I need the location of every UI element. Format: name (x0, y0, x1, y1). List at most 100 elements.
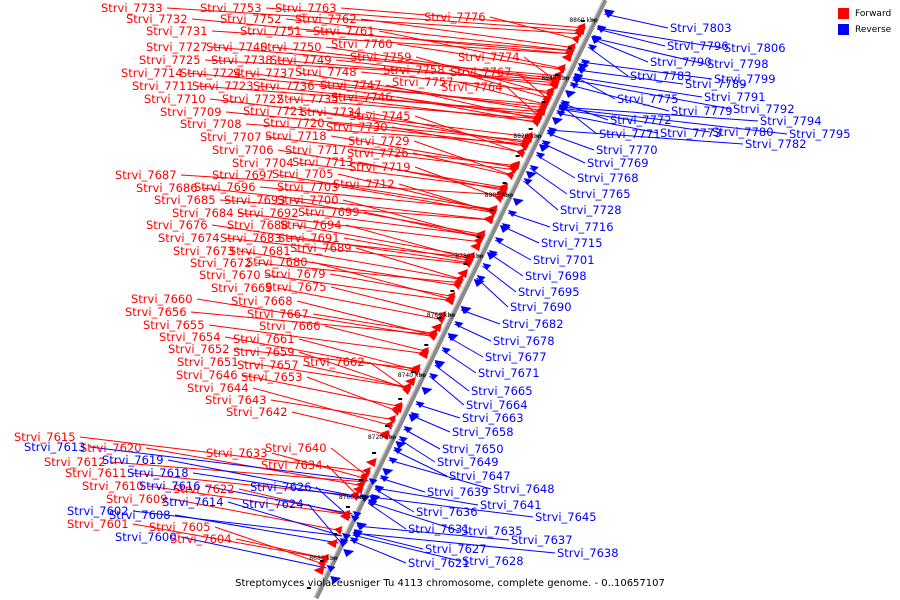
reverse-gene-mark (581, 59, 591, 66)
reverse-leader (587, 46, 629, 77)
reverse-gene-label: Strvi_7626 (250, 480, 312, 494)
forward-gene-mark (509, 161, 521, 170)
forward-leader (342, 98, 541, 123)
reverse-gene-label: Strvi_7624 (242, 497, 304, 511)
reverse-gene-label: Strvi_7701 (533, 253, 595, 267)
forward-leader (506, 86, 542, 120)
reverse-leader (546, 132, 595, 151)
forward-gene-label: Strvi_7730 (326, 120, 388, 134)
feature-tick-mark (502, 182, 507, 184)
forward-leader (201, 187, 493, 221)
feature-tick-mark (528, 128, 533, 130)
reverse-gene-label: Strvi_7621 (408, 556, 470, 570)
forward-gene-label: Strvi_7673 (173, 244, 235, 258)
forward-gene-label: Strvi_7721 (243, 104, 305, 118)
scale-tick-label: 8680 kbp (309, 555, 337, 562)
reverse-gene-mark (352, 511, 362, 518)
reverse-leader (374, 488, 415, 513)
reverse-gene-label: Strvi_7637 (511, 533, 573, 547)
forward-gene-label: Strvi_7652 (168, 342, 230, 356)
forward-gene-label: Strvi_7685 (154, 193, 216, 207)
forward-gene-label: Strvi_7762 (295, 12, 357, 26)
reverse-gene-label: Strvi_7650 (442, 442, 504, 456)
forward-leader (237, 212, 483, 243)
forward-gene-mark (535, 107, 547, 116)
reverse-gene-mark (341, 533, 351, 540)
scale-tick-label: 8700 kbp (339, 494, 367, 501)
forward-gene-label: Strvi_7681 (229, 244, 291, 258)
forward-gene-label: Strvi_7634 (261, 458, 323, 472)
reverse-gene-mark (374, 486, 384, 493)
forward-leader (271, 46, 561, 80)
forward-leader (396, 96, 540, 124)
forward-gene-mark (542, 96, 551, 105)
forward-leader (365, 111, 529, 148)
forward-swatch (838, 8, 849, 19)
scale-tick-label: 8760 kbp (427, 312, 455, 319)
forward-gene-label: Strvi_7669 (211, 281, 273, 295)
forward-leader (302, 212, 486, 237)
reverse-gene-mark (548, 127, 558, 134)
reverse-leader (597, 27, 723, 49)
reverse-leader (174, 514, 339, 544)
forward-gene-label: Strvi_7719 (349, 160, 411, 174)
reverse-gene-mark (326, 565, 336, 572)
genome-caption: Streptomyces violaceusniger Tu 4113 chro… (235, 578, 665, 589)
forward-leader (224, 336, 420, 373)
scale-tick-label: 8740 kbp (398, 372, 426, 379)
forward-gene-label: Strvi_7759 (350, 50, 412, 64)
reverse-gene-mark (538, 144, 550, 152)
reverse-gene-label: Strvi_7614 (162, 495, 224, 509)
forward-leader (298, 72, 546, 112)
reverse-gene-label: Strvi_7790 (650, 55, 712, 69)
forward-leader (396, 43, 566, 71)
forward-gene-mark (351, 491, 360, 500)
reverse-leader (494, 239, 532, 261)
reverse-gene-mark (508, 210, 518, 217)
forward-leader (398, 183, 497, 214)
forward-gene-label: Strvi_7679 (264, 267, 326, 281)
forward-gene-label: Strvi_7692 (237, 206, 299, 220)
feature-tick-mark (359, 479, 364, 481)
feature-tick-mark (463, 263, 468, 265)
forward-leader (342, 199, 485, 239)
forward-gene-mark (522, 134, 534, 143)
reverse-gene-mark (356, 522, 368, 530)
forward-gene-mark (362, 467, 371, 476)
forward-gene-label: Strvi_7740 (206, 40, 268, 54)
forward-gene-label: Strvi_7717 (285, 143, 347, 157)
reverse-gene-label: Strvi_7616 (139, 479, 201, 493)
reverse-gene-mark (541, 140, 551, 147)
forward-leader (233, 348, 421, 370)
reverse-gene-mark (591, 36, 603, 44)
feature-tick-mark (476, 236, 481, 238)
feature-tick-mark (489, 209, 494, 211)
reverse-leader (368, 501, 460, 532)
reverse-leader (523, 180, 559, 211)
forward-leader (355, 247, 464, 281)
reverse-leader (580, 61, 713, 80)
reverse-gene-label: Strvi_7628 (462, 554, 524, 568)
reverse-leader (434, 364, 470, 392)
reverse-leader (572, 79, 732, 110)
reverse-gene-label: Strvi_7728 (560, 203, 622, 217)
reverse-leader (379, 477, 426, 493)
forward-gene-label: Strvi_7676 (146, 218, 208, 232)
forward-leader (238, 488, 351, 516)
forward-gene-mark (483, 215, 495, 224)
forward-leader (264, 274, 454, 302)
reverse-leader (507, 212, 551, 228)
forward-gene-mark (470, 242, 482, 251)
reverse-leader (461, 309, 501, 325)
reverse-gene-mark (382, 468, 394, 476)
forward-gene-label: Strvi_7705 (272, 167, 334, 181)
gene-labels: Strvi_7763 Strvi_7753 Strvi_7733 Strvi_7762… (14, 1, 851, 570)
reverse-gene-label: Strvi_7792 (733, 102, 795, 116)
forward-gene-mark (352, 485, 364, 494)
reverse-leader (353, 531, 424, 550)
reverse-leader (454, 323, 492, 342)
forward-gene-label: Strvi_7712 (333, 177, 395, 191)
forward-gene-label: Strvi_7722 (222, 92, 284, 106)
reverse-gene-mark (338, 540, 348, 547)
reverse-gene-label: Strvi_7782 (745, 137, 807, 151)
